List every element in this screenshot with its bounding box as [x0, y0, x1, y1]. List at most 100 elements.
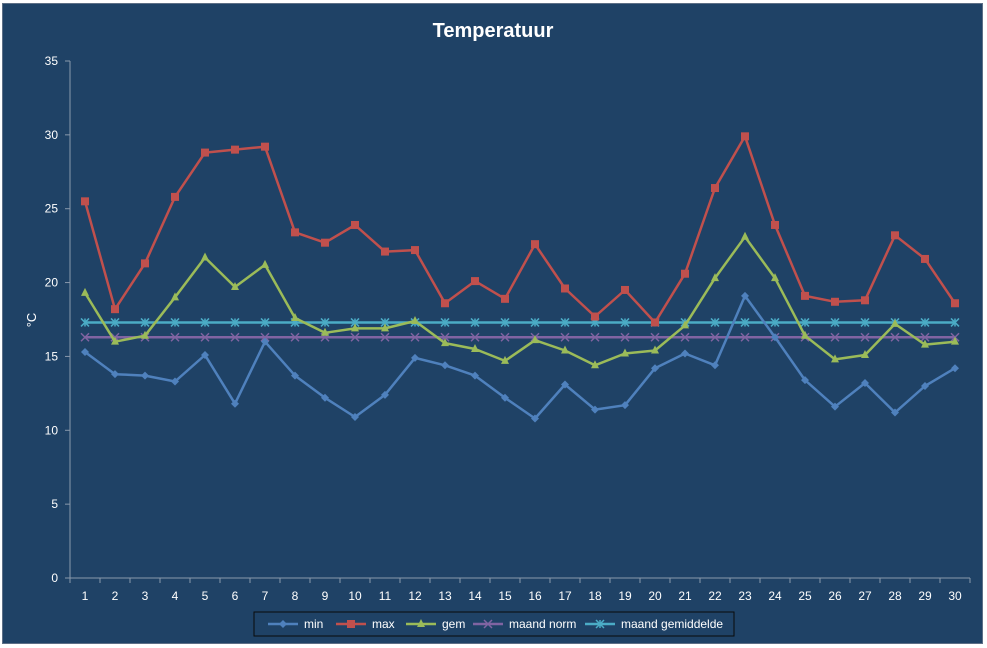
- x-tick-label: 1: [82, 589, 89, 603]
- point-min: [621, 401, 629, 410]
- point-maand-gemiddelde: [830, 317, 840, 327]
- point-maand-norm: [680, 332, 690, 342]
- series-line-gem: [83, 235, 956, 367]
- point-max: [651, 318, 659, 327]
- point-gem: [801, 330, 809, 339]
- point-min: [501, 393, 509, 402]
- point-max: [711, 184, 719, 193]
- point-gem: [441, 338, 449, 347]
- series-maand-gemiddelde: [80, 317, 960, 327]
- point-maand-gemiddelde: [560, 317, 570, 327]
- x-tick-label: 4: [172, 589, 179, 603]
- point-maand-norm: [410, 332, 420, 342]
- point-max: [561, 284, 569, 293]
- point-max: [621, 285, 629, 294]
- point-max: [381, 247, 389, 256]
- point-max: [771, 220, 779, 229]
- point-min: [201, 350, 209, 359]
- y-tick-label: 10: [45, 423, 59, 437]
- x-tick-label: 9: [322, 589, 329, 603]
- point-max: [501, 294, 509, 303]
- x-tick-label: 30: [948, 589, 962, 603]
- legend-item-max: max: [336, 617, 395, 631]
- point-max: [471, 277, 479, 286]
- point-maand-gemiddelde: [800, 317, 810, 327]
- point-maand-gemiddelde: [440, 317, 450, 327]
- point-gem: [231, 282, 239, 291]
- series-maand-norm: [80, 332, 960, 342]
- legend-item-maand-gemiddelde: maand gemiddelde: [585, 617, 723, 631]
- point-max: [531, 240, 539, 249]
- legend-label-min: min: [304, 617, 323, 631]
- legend-label-maand-gemiddelde: maand gemiddelde: [621, 617, 723, 631]
- x-tick-label: 17: [558, 589, 572, 603]
- series-min: [81, 291, 959, 423]
- x-tick-label: 2: [112, 589, 119, 603]
- point-gem: [321, 327, 329, 336]
- series-layer: [80, 132, 960, 423]
- point-gem: [501, 355, 509, 364]
- point-min: [921, 381, 929, 390]
- legend-item-gem: gem: [406, 617, 465, 631]
- x-tick-label: 29: [918, 589, 932, 603]
- point-min: [351, 412, 359, 421]
- point-max: [831, 297, 839, 306]
- point-maand-norm: [650, 332, 660, 342]
- point-gem: [531, 335, 539, 344]
- x-tick-label: 16: [528, 589, 542, 603]
- point-gem: [741, 231, 749, 240]
- point-max: [141, 259, 149, 268]
- point-gem: [171, 292, 179, 301]
- series-max: [81, 132, 959, 327]
- point-maand-norm: [620, 332, 630, 342]
- point-max: [111, 305, 119, 314]
- point-min: [411, 353, 419, 362]
- point-min: [861, 379, 869, 388]
- legend-box: [253, 611, 735, 637]
- point-maand-norm: [500, 332, 510, 342]
- point-maand-gemiddelde: [170, 317, 180, 327]
- point-maand-norm: [860, 332, 870, 342]
- point-min: [741, 291, 749, 300]
- point-min: [531, 414, 539, 423]
- point-maand-norm: [590, 332, 600, 342]
- point-maand-gemiddelde: [710, 317, 720, 327]
- point-max: [891, 231, 899, 240]
- y-axis-label: °C: [24, 313, 39, 328]
- point-min: [321, 393, 329, 402]
- point-gem: [471, 344, 479, 353]
- point-maand-norm: [260, 332, 270, 342]
- point-min: [831, 402, 839, 411]
- point-min: [171, 377, 179, 386]
- point-gem: [201, 252, 209, 261]
- point-min: [231, 399, 239, 408]
- y-tick-label: 35: [45, 54, 59, 68]
- point-max: [171, 192, 179, 201]
- point-max: [81, 197, 89, 206]
- point-maand-norm: [290, 332, 300, 342]
- x-tick-label: 11: [379, 589, 392, 603]
- point-maand-gemiddelde: [950, 317, 960, 327]
- x-tick-label: 28: [888, 589, 902, 603]
- point-max: [591, 312, 599, 321]
- point-min: [771, 333, 779, 342]
- legend-label-gem: gem: [442, 617, 465, 631]
- point-maand-gemiddelde: [200, 317, 210, 327]
- point-gem: [621, 348, 629, 357]
- legend-item-min: min: [268, 617, 323, 631]
- series-line-min: [84, 294, 956, 420]
- point-maand-norm: [830, 332, 840, 342]
- point-gem: [141, 330, 149, 339]
- point-maand-norm: [230, 332, 240, 342]
- point-maand-gemiddelde: [920, 317, 930, 327]
- y-tick-label: 20: [45, 276, 59, 290]
- point-maand-norm: [200, 332, 210, 342]
- point-gem: [921, 339, 929, 348]
- point-maand-gemiddelde: [860, 317, 870, 327]
- point-maand-gemiddelde: [320, 317, 330, 327]
- point-min: [291, 371, 299, 380]
- x-tick-label: 12: [408, 589, 422, 603]
- point-gem: [651, 345, 659, 354]
- x-tick-label: 8: [292, 589, 299, 603]
